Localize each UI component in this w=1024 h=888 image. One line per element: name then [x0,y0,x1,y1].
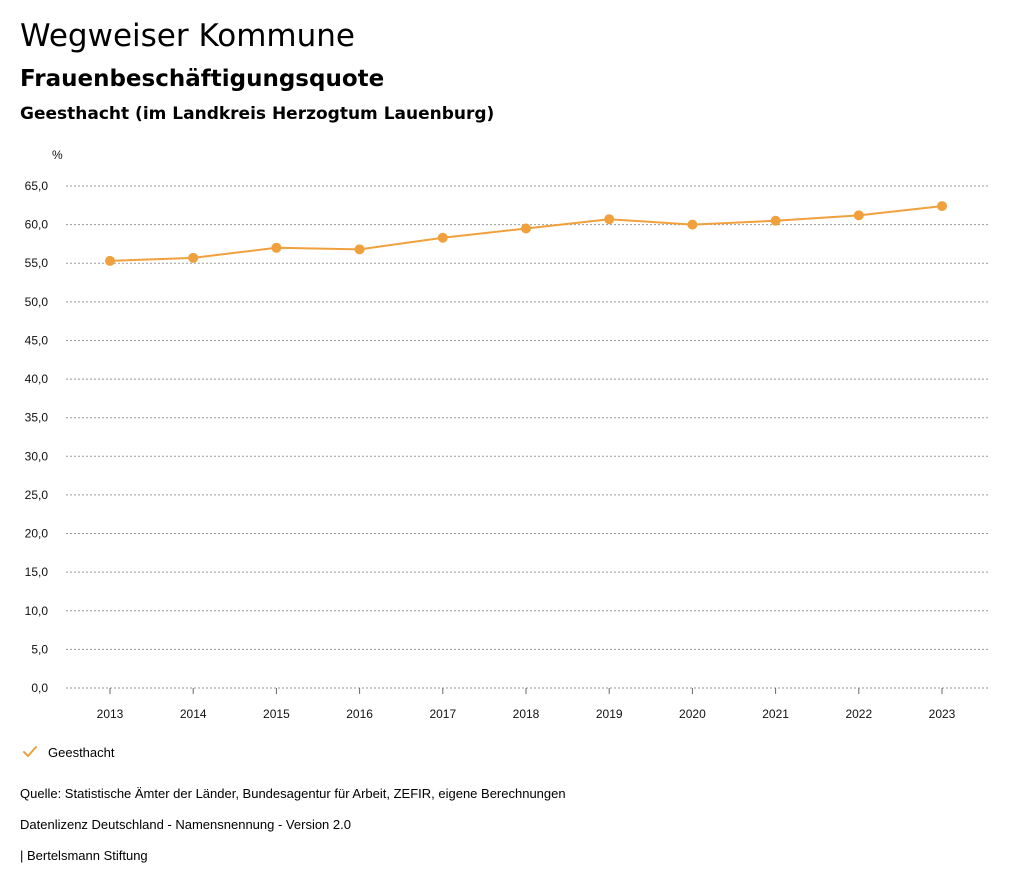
y-tick-label: 50,0 [25,295,49,309]
y-tick-label: 10,0 [25,604,49,618]
data-point[interactable] [937,201,947,212]
y-tick-label: 55,0 [25,256,49,270]
brand-note: | Bertelsmann Stiftung [20,848,148,863]
y-tick-label: 20,0 [25,527,49,541]
data-point[interactable] [105,255,115,266]
y-tick-label: 60,0 [25,218,49,232]
data-point[interactable] [770,215,781,226]
data-point[interactable] [188,252,199,263]
y-axis-unit-label: % [52,148,63,162]
x-tick-label: 2017 [429,707,456,721]
x-tick-label: 2019 [596,707,623,721]
y-tick-label: 45,0 [25,333,49,347]
series-geesthacht [105,201,947,266]
chart-subtitle: Frauenbeschäftigungsquote [20,66,385,92]
data-point[interactable] [604,214,615,225]
x-tick-label: 2023 [929,707,956,721]
x-tick-label: 2022 [845,707,872,721]
x-tick-label: 2020 [679,707,706,721]
y-tick-label: 15,0 [25,565,49,579]
y-tick-label: 5,0 [31,642,48,656]
x-tick-label: 2013 [97,707,124,721]
y-tick-label: 30,0 [25,449,49,463]
data-point[interactable] [687,219,698,230]
check-icon [23,746,37,757]
data-point[interactable] [853,210,864,221]
legend-item-geesthacht[interactable]: Geesthacht [20,744,115,760]
grid-lines [66,185,990,689]
source-note: Quelle: Statistische Ämter der Länder, B… [20,786,566,801]
series-line [109,205,943,262]
y-tick-label: 40,0 [25,372,49,386]
data-point[interactable] [354,244,365,255]
data-point[interactable] [437,232,448,243]
legend-label: Geesthacht [48,744,115,760]
x-tick-label: 2016 [346,707,373,721]
x-tick-label: 2014 [180,707,207,721]
y-tick-label: 35,0 [25,411,49,425]
y-tick-label: 0,0 [31,681,48,695]
y-tick-label: 65,0 [25,179,49,193]
x-tick-label: 2021 [762,707,789,721]
license-note: Datenlizenz Deutschland - Namensnennung … [20,817,351,832]
y-axis-ticks: 0,0 5,0 10,0 15,0 20,0 25,0 30,0 35,0 40,0 45,0 50… [25,179,49,695]
data-point[interactable] [521,223,531,234]
x-axis-ticks: 2013 2014 2015 2016 2017 2018 2019 2020 2021 2022… [97,688,956,721]
data-point[interactable] [271,242,282,253]
x-tick-label: 2015 [263,707,290,721]
line-chart: 0,0 5,0 10,0 15,0 20,0 25,0 30,0 35,0 40,0 45,0 50… [25,148,990,721]
region-label: Geesthacht (im Landkreis Herzogtum Lauen… [20,104,495,124]
page-title: Wegweiser Kommune [20,18,355,54]
x-tick-label: 2018 [513,707,540,721]
y-tick-label: 25,0 [25,488,49,502]
